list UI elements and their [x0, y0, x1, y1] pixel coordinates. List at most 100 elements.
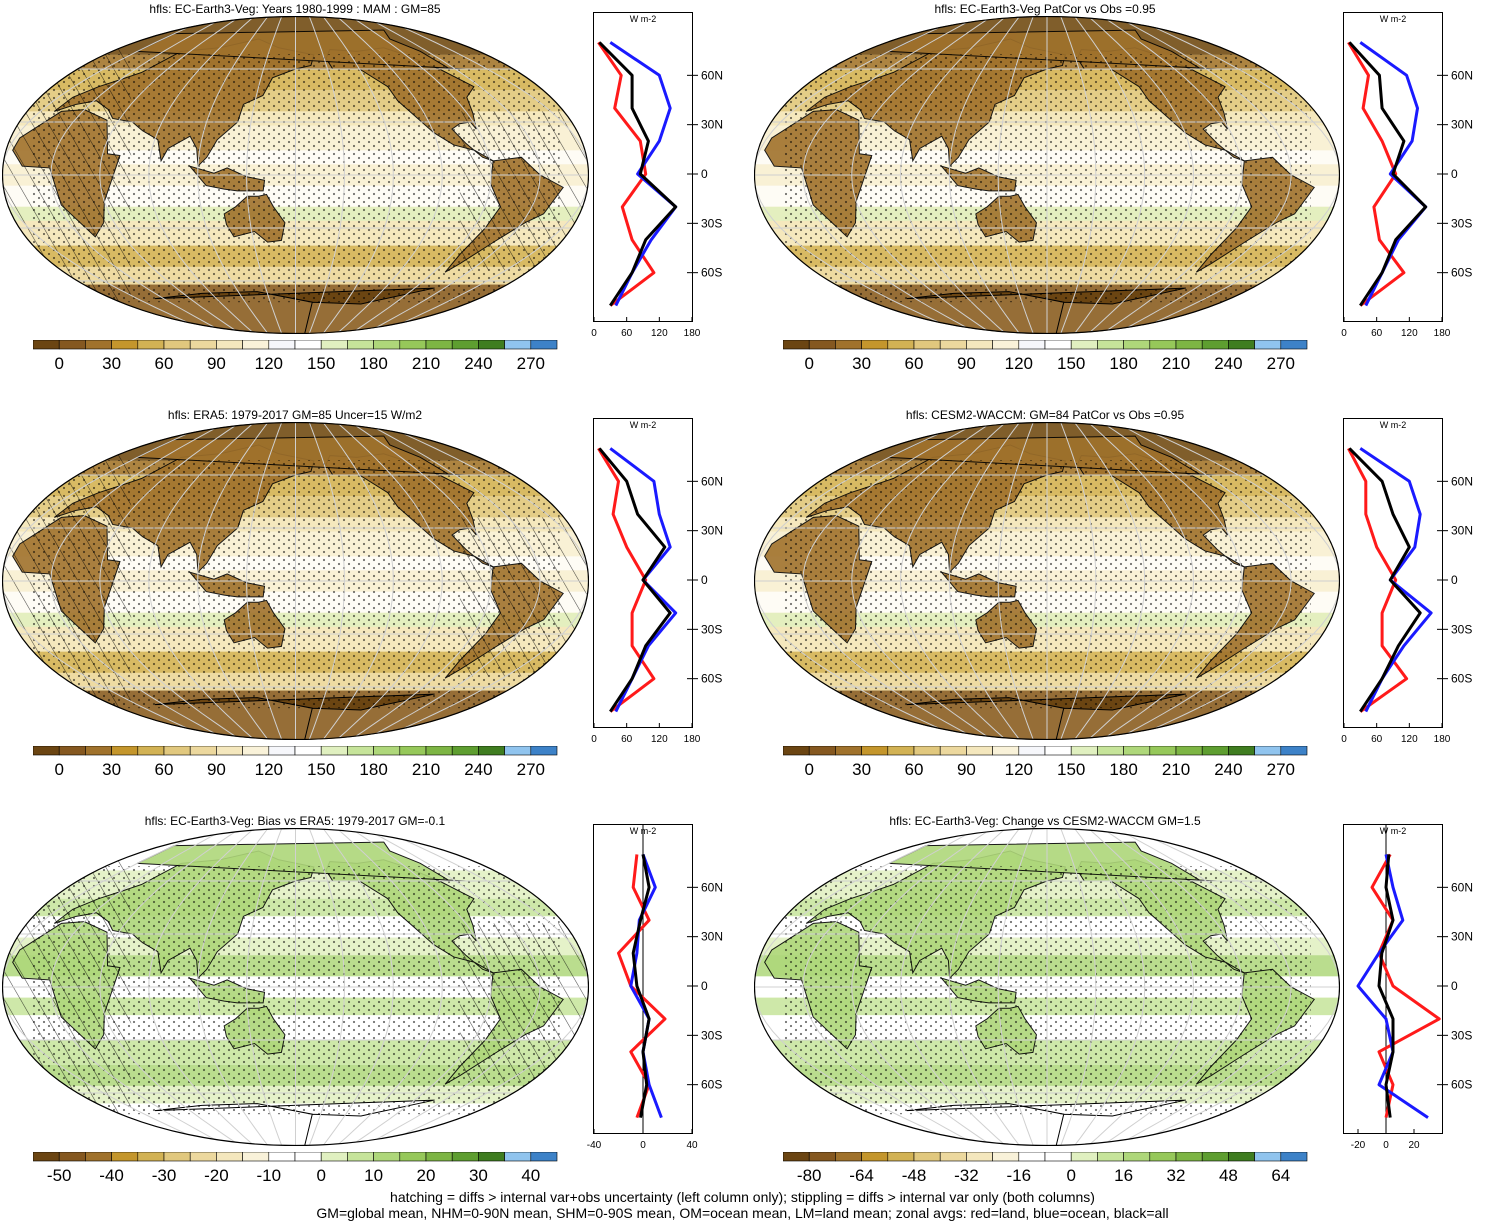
colorbar-swatch — [913, 340, 941, 350]
colorbar-swatch — [425, 746, 453, 756]
colorbar-tick-label: 150 — [307, 760, 335, 779]
zonal-line-ocean — [609, 41, 678, 307]
latitude-tick-label: 30S — [1451, 1028, 1472, 1042]
latitude-tick-label: 30S — [701, 622, 722, 636]
latitude-tick-label: 30S — [1451, 622, 1472, 636]
map-panel-1: hfls: EC-Earth3-Veg: Years 1980-1999 : M… — [0, 0, 735, 400]
zonal-x-tick-label: 120 — [651, 734, 668, 745]
map-border — [754, 422, 1340, 740]
map-panel-3: hfls: ERA5: 1979-2017 GM=85 Uncer=15 W/m… — [0, 406, 735, 806]
colorbar-swatch — [1175, 340, 1203, 350]
colorbar-tick-label: 150 — [307, 354, 335, 373]
colorbar-swatch — [808, 1152, 836, 1162]
colorbar-tick-label: -20 — [204, 1166, 229, 1185]
latitude-tick-label: 60N — [701, 474, 723, 488]
colorbar-swatch — [861, 340, 889, 350]
colorbar-swatch — [189, 340, 217, 350]
colorbar-swatch — [399, 1152, 427, 1162]
colorbar-swatch — [111, 1152, 139, 1162]
latitude-tick-label: 60N — [701, 880, 723, 894]
map-border — [754, 16, 1340, 334]
latitude-tick-label: 30N — [1451, 930, 1473, 944]
colorbar-tick-label: 240 — [1214, 354, 1242, 373]
colorbar-swatch — [1018, 746, 1046, 756]
colorbar-tick-label: 120 — [1005, 354, 1033, 373]
colorbar-swatch — [835, 746, 862, 756]
colorbar-swatch — [530, 1152, 558, 1162]
colorbar-swatch — [966, 746, 993, 756]
colorbar-swatch — [504, 1152, 532, 1162]
colorbar-swatch — [294, 1152, 322, 1162]
colorbar-swatch — [1201, 340, 1229, 350]
colorbar-swatch — [887, 340, 915, 350]
colorbar-swatch — [1070, 746, 1098, 756]
colorbar-swatch — [451, 340, 479, 350]
zonal-average-plot: 60N 30N 0 30S 60S W m-2 0 60 120 180 — [1341, 12, 1473, 339]
colorbar-tick-label: -40 — [99, 1166, 124, 1185]
zonal-line-land — [617, 854, 667, 1119]
latitude-tick-label: 60N — [701, 68, 723, 82]
colorbar-tick-label: 270 — [517, 760, 545, 779]
latitude-tick-label: 0 — [1451, 979, 1458, 993]
zonal-unit-label: W m-2 — [630, 826, 657, 836]
colorbar-tick-label: 0 — [54, 760, 63, 779]
latitude-tick-label: 30N — [701, 524, 723, 538]
colorbar-swatch — [347, 340, 374, 350]
world-map — [2, 16, 589, 334]
colorbar-swatch — [268, 746, 296, 756]
colorbar-swatch — [1201, 1152, 1229, 1162]
zonal-line-all — [1348, 41, 1428, 307]
colorbar-swatch — [111, 340, 139, 350]
colorbar-swatch — [347, 746, 374, 756]
colorbar-swatch — [399, 340, 427, 350]
colorbar: -50-40-30-20-1001020304050 — [33, 1152, 558, 1185]
colorbar-swatch — [1097, 1152, 1124, 1162]
latitude-tick-label: 60N — [1451, 880, 1473, 894]
colorbar-swatch — [33, 340, 60, 350]
colorbar-swatch — [294, 746, 322, 756]
latitude-tick-label: 30S — [701, 216, 722, 230]
zonal-x-tick-label: 60 — [1371, 328, 1383, 339]
colorbar-tick-label: 0 — [316, 1166, 325, 1185]
zonal-unit-label: W m-2 — [1380, 14, 1407, 24]
colorbar-tick-label: 0 — [54, 354, 63, 373]
zonal-line-ocean — [629, 853, 663, 1119]
footer-line-1: hatching = diffs > internal var+obs unce… — [390, 1189, 1095, 1205]
colorbar-swatch — [216, 746, 243, 756]
colorbar-tick-label: -10 — [257, 1166, 282, 1185]
zonal-x-tick-label: 120 — [1401, 328, 1418, 339]
colorbar-swatch — [1123, 1152, 1151, 1162]
panel-title: hfls: EC-Earth3-Veg PatCor vs Obs =0.95 — [934, 2, 1156, 16]
zonal-x-tick-label: 0 — [591, 328, 597, 339]
colorbar-swatch — [504, 746, 532, 756]
world-map — [2, 422, 589, 740]
colorbar-swatch — [451, 746, 479, 756]
colorbar-swatch — [242, 746, 270, 756]
colorbar-tick-label: -32 — [954, 1166, 979, 1185]
zonal-line-land — [1347, 41, 1406, 307]
colorbar-tick-label: 90 — [957, 760, 976, 779]
colorbar-swatch — [939, 340, 967, 350]
colorbar-tick-label: -16 — [1007, 1166, 1032, 1185]
colorbar-swatch — [1228, 746, 1255, 756]
colorbar-swatch — [242, 1152, 270, 1162]
colorbar-swatch — [783, 746, 810, 756]
colorbar-tick-label: 30 — [102, 354, 121, 373]
map-panel-2: hfls: EC-Earth3-Veg PatCor vs Obs =0.95 0… — [750, 0, 1485, 400]
colorbar-tick-label: 32 — [1167, 1166, 1186, 1185]
map-field — [2, 828, 589, 1146]
colorbar-swatch — [320, 1152, 348, 1162]
colorbar-tick-label: 30 — [469, 1166, 488, 1185]
colorbar-swatch — [966, 340, 993, 350]
zonal-x-tick-label: 0 — [591, 734, 597, 745]
zonal-x-tick-label: 60 — [621, 328, 633, 339]
colorbar-swatch — [808, 340, 836, 350]
colorbar-swatch — [1149, 1152, 1177, 1162]
colorbar-swatch — [887, 746, 915, 756]
colorbar-swatch — [861, 746, 889, 756]
colorbar-tick-label: 60 — [905, 760, 924, 779]
zonal-line-land — [597, 41, 656, 307]
colorbar-swatch — [530, 746, 558, 756]
world-map — [754, 16, 1340, 334]
map-panel-4: hfls: CESM2-WACCM: GM=84 PatCor vs Obs =… — [750, 406, 1485, 806]
